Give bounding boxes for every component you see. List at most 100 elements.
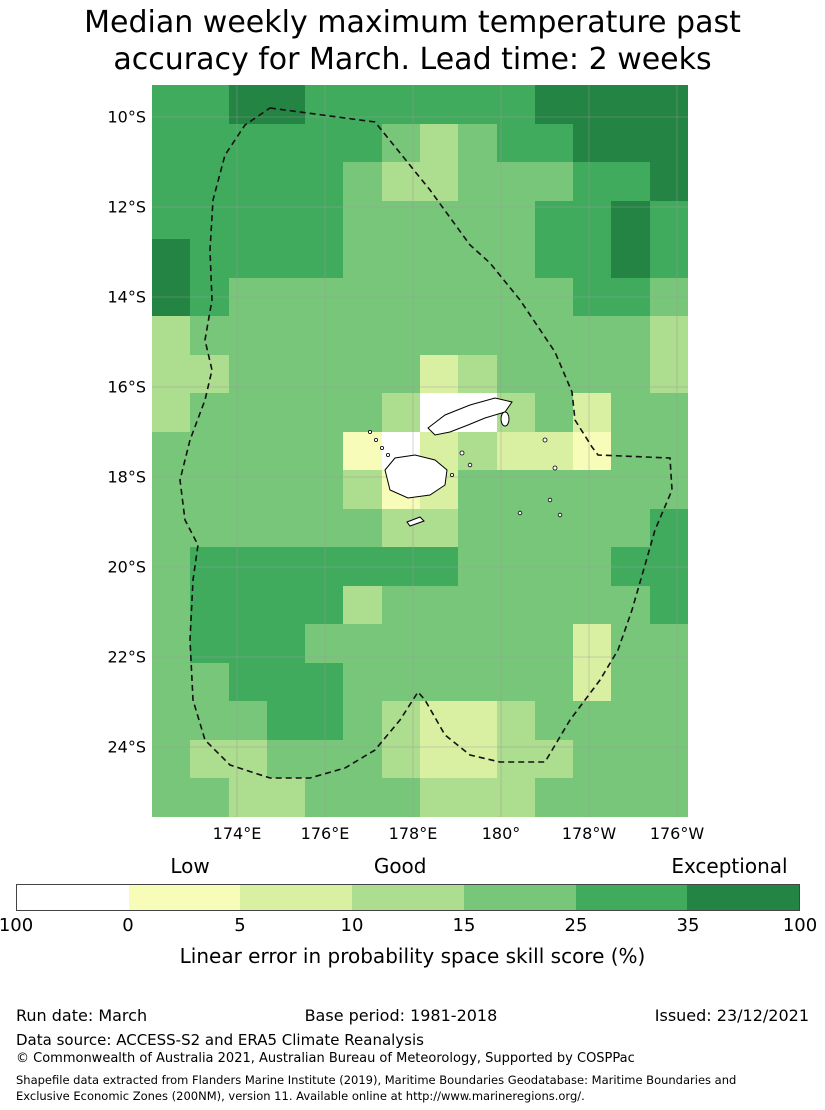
x-tick-label: 178°W	[561, 824, 617, 843]
grid-cell	[419, 123, 459, 163]
grid-cell	[649, 316, 688, 355]
grid-cell	[305, 431, 344, 471]
grid-cell	[305, 277, 344, 317]
grid-cell	[458, 547, 497, 586]
grid-cell	[458, 778, 497, 817]
grid-cell	[534, 701, 574, 740]
grid-cell	[190, 123, 229, 163]
grid-cell	[419, 277, 459, 317]
grid-cell	[573, 662, 612, 702]
grid-cell	[343, 470, 382, 509]
colorbar-ticks: 100 0 5 10 15 25 35 100	[0, 915, 825, 937]
grid-cell	[381, 739, 420, 779]
colorbar-qual-label: Low	[170, 854, 210, 878]
colorbar-tick-label: 25	[564, 915, 588, 936]
grid-cell	[419, 585, 459, 625]
grid-cell	[266, 508, 306, 548]
grid-cell	[649, 778, 688, 817]
colorbar-tick-label: 5	[234, 915, 246, 936]
colorbar-tick-label: 0	[122, 915, 134, 936]
map-area	[152, 85, 688, 817]
grid-cell	[534, 85, 574, 124]
grid-cell	[496, 701, 535, 740]
grid-cell	[573, 239, 612, 278]
grid-cell	[343, 393, 382, 432]
grid-cell	[534, 200, 574, 240]
grid-cell	[305, 123, 344, 163]
grid-cell	[611, 547, 650, 586]
grid-cell	[343, 508, 382, 548]
grid-cell	[534, 547, 574, 586]
grid-cell	[496, 739, 535, 779]
grid-cell	[496, 123, 535, 163]
grid-cell	[305, 470, 344, 509]
grid-cell	[496, 470, 535, 509]
grid-cell	[611, 85, 650, 124]
grid-cell	[458, 662, 497, 702]
grid-cell	[152, 85, 191, 124]
colorbar-segment	[128, 885, 241, 910]
grid-cell	[190, 585, 229, 625]
grid-cell	[419, 662, 459, 702]
grid-cell	[266, 585, 306, 625]
grid-cell	[266, 778, 306, 817]
grid-cell	[152, 701, 191, 740]
grid-cell	[190, 85, 229, 124]
grid-cell	[649, 701, 688, 740]
x-tick-label: 180°	[481, 824, 521, 843]
grid-cell	[419, 508, 459, 548]
grid-cell	[534, 778, 574, 817]
grid-cell	[190, 200, 229, 240]
grid-cell	[419, 239, 459, 278]
grid-cell	[573, 431, 612, 471]
grid-cell	[305, 778, 344, 817]
grid-cell	[573, 508, 612, 548]
grid-cell	[266, 662, 306, 702]
grid-cell	[228, 701, 267, 740]
grid-cell	[305, 739, 344, 779]
run-date-text: Run date: March	[16, 1006, 148, 1025]
y-tick-label: 18°S	[107, 467, 146, 487]
grid-cell	[458, 123, 497, 163]
grid-cell	[573, 778, 612, 817]
grid-cell	[381, 585, 420, 625]
grid-cell	[649, 431, 688, 471]
grid-cell	[190, 547, 229, 586]
grid-cell	[152, 162, 191, 201]
colorbar-tick-label: 100	[782, 915, 818, 936]
grid-cell	[419, 200, 459, 240]
grid-cell	[343, 162, 382, 201]
grid-cell	[458, 200, 497, 240]
grid-cell	[496, 585, 535, 625]
grid-cell	[649, 547, 688, 586]
grid-cell	[228, 393, 267, 432]
grid-cell	[381, 547, 420, 586]
grid-cell	[228, 624, 267, 663]
grid-cell	[152, 393, 191, 432]
grid-cell	[190, 701, 229, 740]
grid-cell	[496, 393, 535, 432]
x-axis-ticks: 174°E 176°E 178°E 180° 178°W 176°W	[0, 824, 825, 846]
grid-cell	[266, 85, 306, 124]
grid-cell	[266, 316, 306, 355]
colorbar-qualitative-labels: Low Good Exceptional	[0, 854, 825, 880]
grid-cell	[190, 354, 229, 394]
grid-cell	[611, 162, 650, 201]
grid-cell	[611, 239, 650, 278]
grid-cell	[381, 316, 420, 355]
grid-cell	[611, 508, 650, 548]
colorbar-segment	[575, 885, 688, 910]
grid-cell	[266, 277, 306, 317]
grid-cell	[611, 393, 650, 432]
y-tick-label: 12°S	[107, 197, 146, 217]
grid-cell	[649, 662, 688, 702]
grid-cell	[152, 778, 191, 817]
grid-cell	[190, 662, 229, 702]
grid-cell	[458, 508, 497, 548]
grid-cell	[534, 316, 574, 355]
colorbar-segment	[240, 885, 353, 910]
grid-cell	[573, 162, 612, 201]
grid-cell	[381, 354, 420, 394]
grid-cell	[381, 508, 420, 548]
grid-cell	[496, 547, 535, 586]
